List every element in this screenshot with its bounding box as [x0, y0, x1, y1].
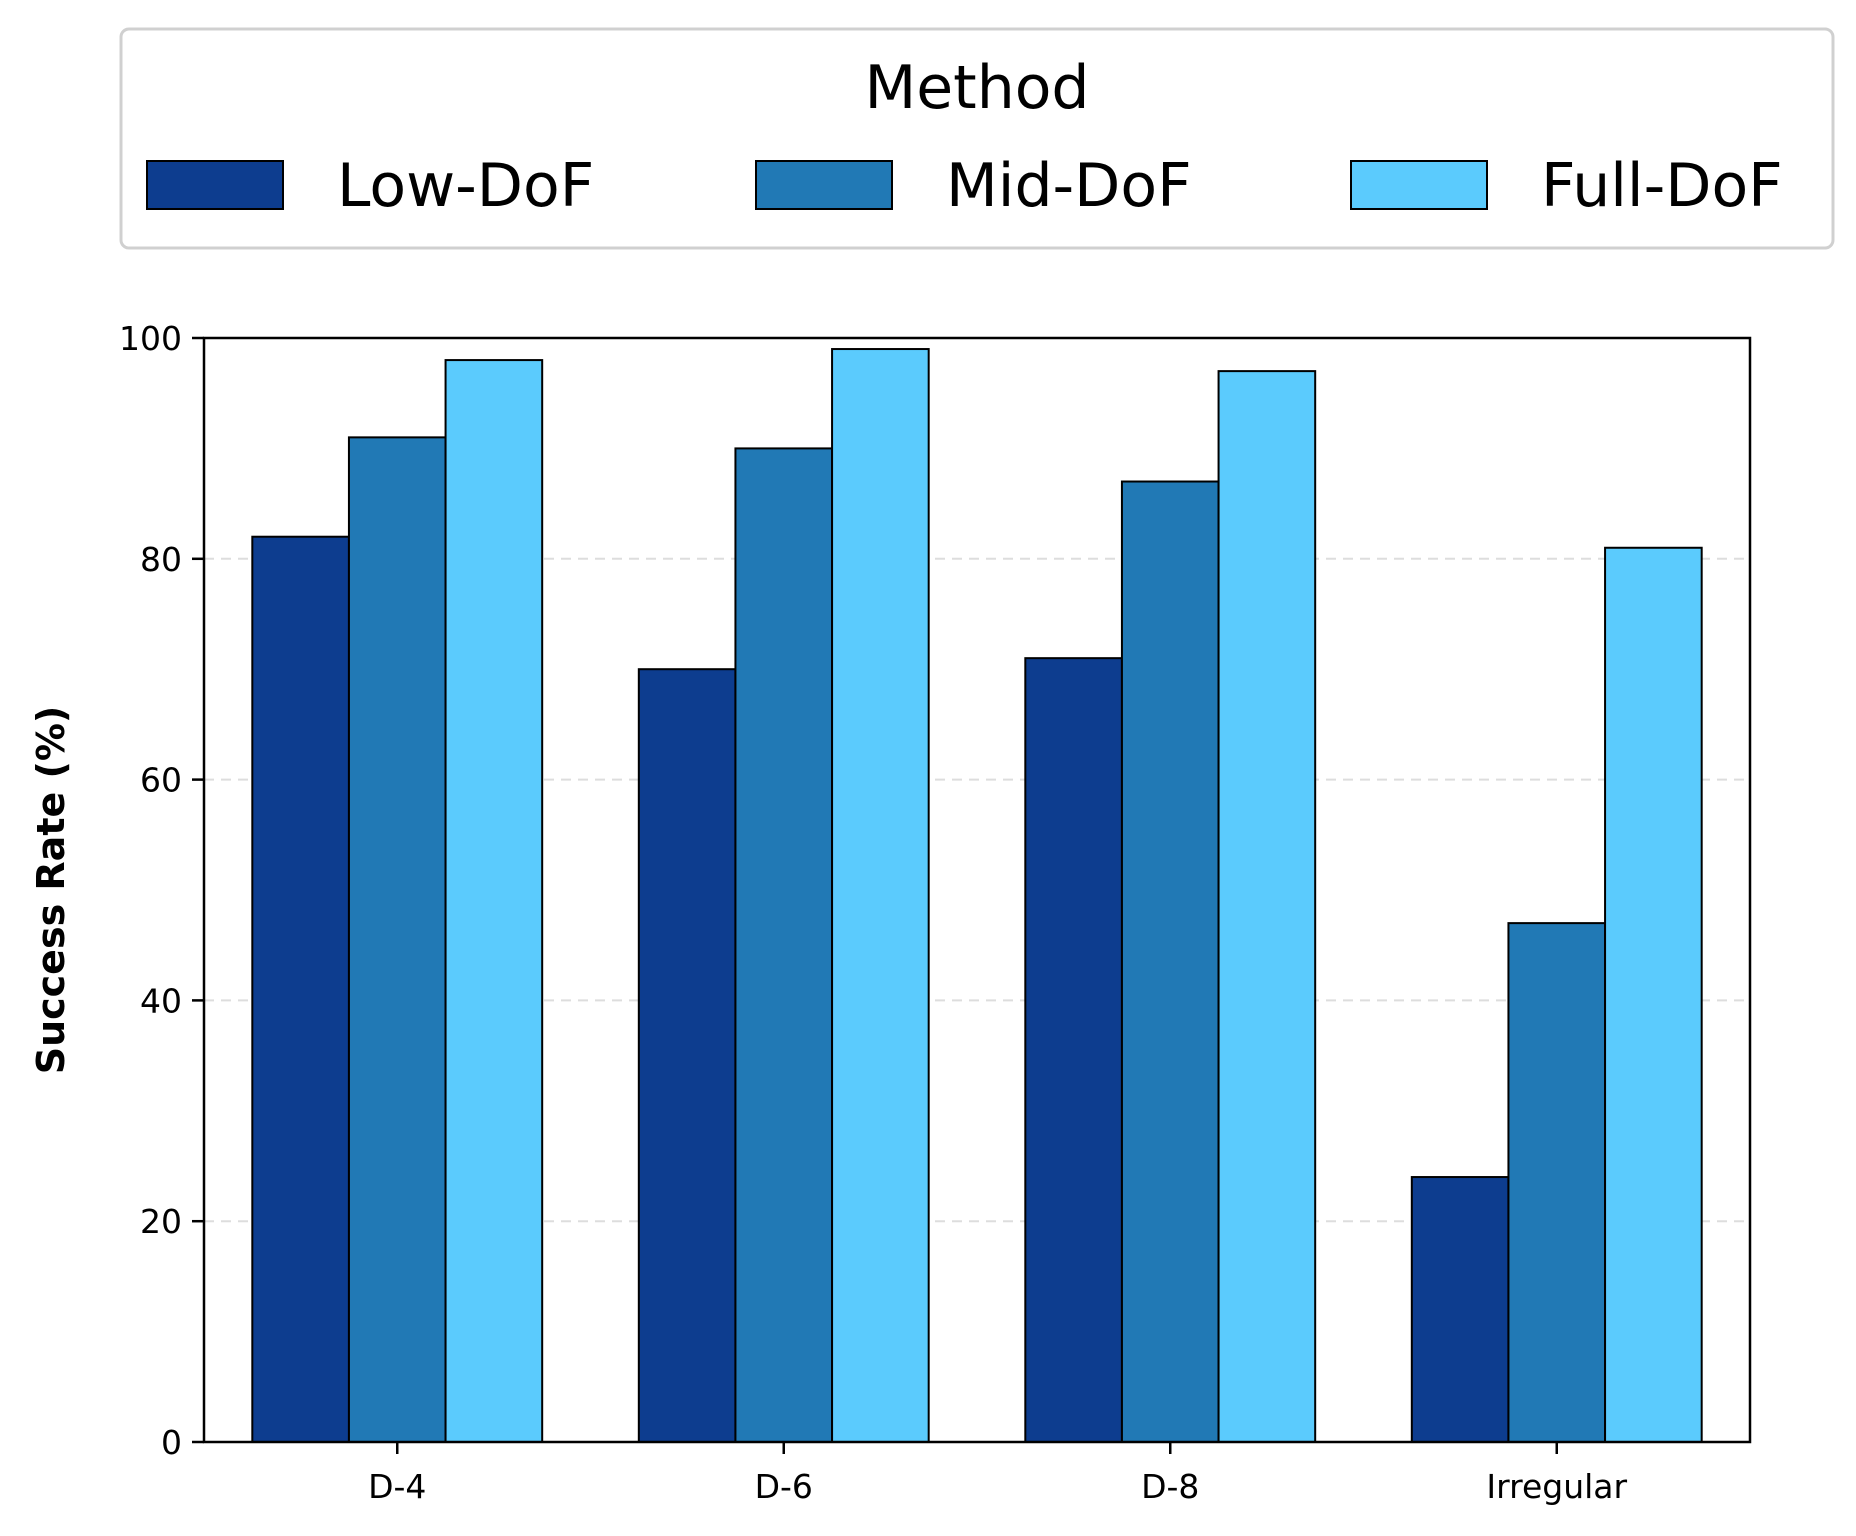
- legend-label-low-dof: Low-DoF: [337, 151, 594, 221]
- bar-mid-dof-irregular: [1507, 922, 1607, 1443]
- bar-low-dof-d-4: [251, 535, 350, 1443]
- legend-entries: Low-DoF Mid-DoF Full-DoF: [146, 151, 1783, 221]
- plot-frame: [202, 336, 1752, 1444]
- bar-low-dof-d-8: [1024, 657, 1123, 1443]
- bars: [251, 348, 1703, 1444]
- bar-mid-dof-d-4: [347, 436, 447, 1443]
- legend: Method Low-DoF Mid-DoF Full-DoF: [119, 27, 1835, 250]
- bar-full-dof-d-8: [1217, 370, 1317, 1443]
- legend-label-full-dof: Full-DoF: [1541, 151, 1783, 221]
- legend-label-mid-dof: Mid-DoF: [946, 151, 1192, 221]
- y-tick-label: 0: [161, 1423, 182, 1462]
- bar-full-dof-irregular: [1604, 546, 1703, 1443]
- y-tick-label: 80: [140, 540, 182, 579]
- legend-title: Method: [864, 53, 1089, 123]
- y-axis-title: Success Rate (%): [29, 706, 73, 1075]
- legend-swatch-mid-dof: [755, 160, 893, 210]
- legend-swatch-full-dof: [1350, 160, 1488, 210]
- x-tick-label: D-6: [755, 1467, 813, 1506]
- bar-low-dof-d-6: [637, 668, 737, 1443]
- bar-full-dof-d-4: [444, 359, 544, 1444]
- plot-area: 0 20 40 60 80 100 D-4 D-6 D-8 Irregular Success …: [29, 319, 1752, 1506]
- y-axis: 0 20 40 60 80 100: [119, 319, 204, 1462]
- bar-full-dof-d-6: [831, 348, 930, 1443]
- x-tick-label: Irregular: [1486, 1467, 1627, 1506]
- x-tick-label: D-4: [368, 1467, 426, 1506]
- bar-mid-dof-d-8: [1120, 480, 1220, 1443]
- y-tick-label: 40: [140, 981, 182, 1020]
- x-axis: D-4 D-6 D-8 Irregular: [368, 1442, 1628, 1506]
- y-tick-label: 100: [119, 319, 182, 358]
- bar-mid-dof-d-6: [734, 447, 834, 1443]
- bar-low-dof-irregular: [1410, 1176, 1510, 1444]
- y-tick-label: 60: [140, 761, 182, 800]
- x-tick-label: D-8: [1141, 1467, 1199, 1506]
- legend-swatch-low-dof: [146, 160, 284, 210]
- y-tick-label: 20: [140, 1202, 182, 1241]
